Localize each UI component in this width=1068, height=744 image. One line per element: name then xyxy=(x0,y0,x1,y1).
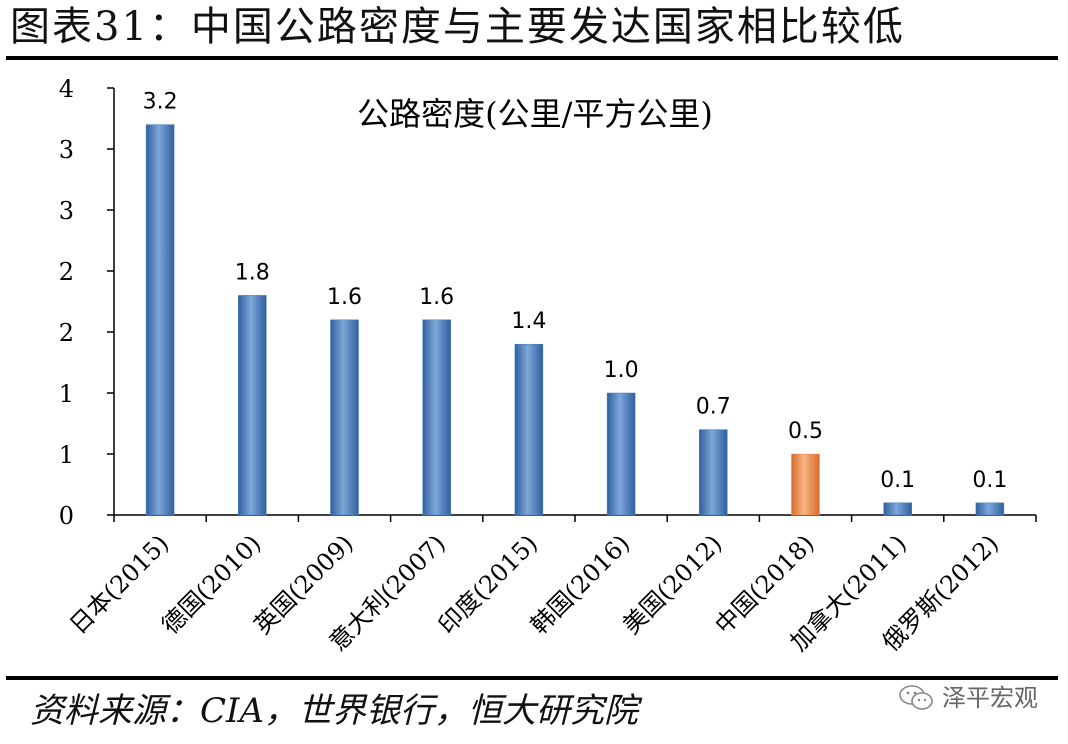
bar-9 xyxy=(975,502,1005,516)
value-labels-group: 3.2 1.8 1.6 1.6 1.4 1.0 0.7 0.5 0.1 0.1 xyxy=(143,90,1008,493)
y-tick-label: 0 xyxy=(59,502,74,530)
bar-8 xyxy=(883,502,912,516)
bar-6 xyxy=(699,429,728,516)
x-tick-label-6: 美国(2012) xyxy=(617,529,727,639)
chart-title: 公路密度(公里/平方公里) xyxy=(357,95,713,133)
x-tick-label-0: 日本(2015) xyxy=(64,529,174,639)
value-label-1: 1.8 xyxy=(235,260,270,285)
y-tick-label: 2 xyxy=(59,258,74,286)
x-tick-label-4: 印度(2015) xyxy=(433,529,543,639)
bar-0 xyxy=(145,124,175,516)
value-label-3: 1.6 xyxy=(419,285,454,310)
value-label-0: 3.2 xyxy=(143,90,178,115)
value-label-8: 0.1 xyxy=(880,468,915,493)
watermark: 泽平宏观 xyxy=(898,676,1038,720)
bar-3 xyxy=(422,319,451,516)
y-tick-label: 3 xyxy=(59,136,74,164)
bar-2 xyxy=(330,319,359,516)
chart-axes: 0 1 1 2 2 3 3 4 xyxy=(59,75,1037,530)
wechat-chat-icon xyxy=(899,685,933,710)
y-tick-label: 1 xyxy=(59,441,74,469)
bar-4 xyxy=(514,343,544,516)
x-tick-labels-group: 日本(2015)德国(2010)英国(2009)意大利(2007)印度(2015… xyxy=(64,529,1004,656)
bar-chart: 公路密度(公里/平方公里) 0 1 1 2 2 3 3 4 3.2 1.8 1.6 1.6 1.4 1.… xyxy=(59,75,1037,657)
top-rule xyxy=(6,56,1058,60)
source-note: 资料来源：CIA，世界银行，恒大研究院 xyxy=(30,691,638,731)
x-tick-label-5: 韩国(2016) xyxy=(525,529,635,639)
x-tick-label-1: 德国(2010) xyxy=(156,529,266,639)
bar-7 xyxy=(791,453,820,516)
y-tick-label: 3 xyxy=(59,197,74,225)
value-label-4: 1.4 xyxy=(511,309,546,334)
y-tick-label: 4 xyxy=(59,75,74,103)
bar-1 xyxy=(238,295,267,516)
watermark-text: 泽平宏观 xyxy=(942,684,1038,712)
bars-group xyxy=(145,124,1005,516)
value-label-2: 1.6 xyxy=(327,285,362,310)
bottom-rule xyxy=(6,676,1058,680)
figure-title: 图表31：中国公路密度与主要发达国家相比较低 xyxy=(10,4,905,50)
y-tick-label: 1 xyxy=(59,380,74,408)
bar-5 xyxy=(606,392,636,516)
value-label-9: 0.1 xyxy=(972,468,1007,493)
value-label-7: 0.5 xyxy=(788,419,823,444)
value-label-5: 1.0 xyxy=(604,358,639,383)
value-label-6: 0.7 xyxy=(696,395,731,420)
y-tick-label: 2 xyxy=(59,319,74,347)
